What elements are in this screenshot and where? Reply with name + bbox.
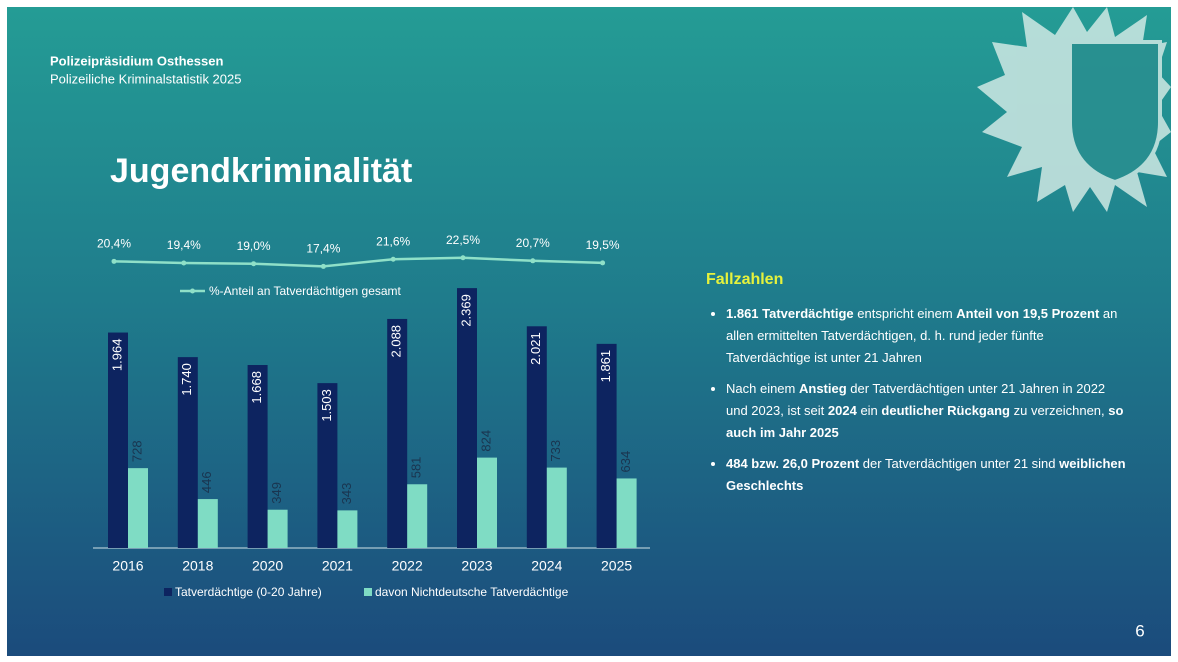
x-tick-label: 2025 <box>601 558 632 574</box>
line-point <box>390 256 396 262</box>
bar-value-label: 733 <box>548 440 563 462</box>
bar <box>108 332 128 548</box>
line-value-label: 17,4% <box>306 242 340 256</box>
bar <box>407 484 428 548</box>
bullet-text: 2024 <box>827 403 857 418</box>
bar <box>596 343 617 548</box>
bar-value-label: 1.861 <box>598 350 613 383</box>
x-tick-label: 2018 <box>182 558 213 574</box>
line <box>113 256 603 268</box>
bar <box>267 509 288 548</box>
bar-value-label: 634 <box>618 451 633 473</box>
bar-value-label: 1.503 <box>319 389 334 422</box>
slide-title: Jugendkriminalität <box>110 152 412 190</box>
facts-heading: Fallzahlen <box>706 271 784 288</box>
x-tick-label: 2022 <box>392 558 423 574</box>
bullet: 1.861 Tatverdächtige entspricht einem An… <box>726 303 1126 369</box>
x-tick-label: 2016 <box>112 558 143 574</box>
bar-value-label: 349 <box>269 482 284 504</box>
bar-value-label: 2.088 <box>389 325 404 358</box>
bar <box>337 510 358 548</box>
bar <box>197 499 218 548</box>
bar-value-label: 1.668 <box>249 371 264 404</box>
legend-swatch <box>164 588 172 596</box>
bullet-text: so auch im Jahr 2025 <box>726 403 1124 440</box>
line-value-label: 21,6% <box>376 234 410 248</box>
line-point <box>111 258 117 264</box>
facts: Fallzahlen 1.861 Tatverdächtige entspric… <box>706 271 1126 506</box>
x-tick-label: 2024 <box>531 558 562 574</box>
bar-value-label: 2.369 <box>458 294 473 327</box>
bullet-text: entspricht einem <box>853 306 957 321</box>
bar-value-label: 1.740 <box>179 363 194 396</box>
legend-label: %-Anteil an Tatverdächtigen gesamt <box>209 284 402 298</box>
line-value-label: 22,5% <box>446 233 480 247</box>
x-tick-label: 2020 <box>252 558 283 574</box>
bar-value-label: 2.021 <box>528 332 543 365</box>
bar-value-label: 728 <box>129 440 144 462</box>
legend-label: davon Nichtdeutsche Tatverdächtige <box>375 585 569 599</box>
bullet-list: 1.861 Tatverdächtige entspricht einem An… <box>706 303 1126 497</box>
bullet-text: ein <box>856 403 882 418</box>
bar-value-label: 1.964 <box>109 339 124 372</box>
subtitle: Polizeiliche Kriminalstatistik 2025 <box>50 71 241 86</box>
legend-swatch <box>364 588 372 596</box>
line-point <box>600 260 606 266</box>
x-tick-label: 2023 <box>461 558 492 574</box>
line-point <box>460 255 466 261</box>
bar <box>477 457 497 548</box>
bar-value-label: 343 <box>339 483 354 505</box>
bar <box>546 467 567 548</box>
bar <box>457 288 477 548</box>
line-point <box>320 263 326 269</box>
bar <box>526 326 547 548</box>
bullet-text: Anteil von 19,5 Prozent <box>956 306 1100 321</box>
bullet-text: Anstieg <box>798 381 847 396</box>
bar-value-label: 581 <box>409 457 424 479</box>
chart: Polizeipräsidium Osthessen Polizeiliche … <box>50 7 1171 640</box>
bar <box>247 365 268 548</box>
bullet-text: an allen ermittelten Tatverdächtigen, d.… <box>726 306 1118 365</box>
bullet-text: 484 bzw. 26,0 Prozent <box>726 456 860 471</box>
bullet-text: zu verzeichnen, <box>1009 403 1109 418</box>
page-number: 6 <box>1135 621 1144 640</box>
line-value-label: 19,5% <box>586 238 620 252</box>
bar <box>387 318 408 548</box>
bar-value-label: 824 <box>478 430 493 452</box>
line-value-label: 20,4% <box>97 236 131 250</box>
line-point <box>251 261 257 267</box>
bullet-text: deutlicher Rückgang <box>881 403 1010 418</box>
legend-label: Tatverdächtige (0-20 Jahre) <box>175 585 322 599</box>
bullet-text: der Tatverdächtigen unter 21 Jahren in 2… <box>726 381 1106 418</box>
line-point <box>530 258 536 264</box>
line-value-label: 19,4% <box>167 238 201 252</box>
bullet-text: 1.861 Tatverdächtige <box>726 306 854 321</box>
bullet-text: Nach einem <box>726 381 799 396</box>
org-name: Polizeipräsidium Osthessen <box>50 53 223 68</box>
line-value-label: 20,7% <box>516 236 550 250</box>
bullet-text: der Tatverdächtigen unter 21 sind <box>859 456 1060 471</box>
slide: Polizeipräsidium Osthessen Polizeiliche … <box>7 7 1171 656</box>
line-point <box>181 260 187 266</box>
bar <box>616 478 637 548</box>
bar-value-label: 446 <box>199 471 214 493</box>
bullet-text: weiblichen Geschlechts <box>726 456 1126 493</box>
bullet: Nach einem Anstieg der Tatverdächtigen u… <box>726 378 1126 444</box>
bar <box>317 383 338 548</box>
line-value-label: 19,0% <box>237 239 271 253</box>
legend-swatch-dot <box>190 288 195 294</box>
bullet: 484 bzw. 26,0 Prozent der Tatverdächtige… <box>726 453 1126 497</box>
crest <box>977 7 1171 212</box>
x-tick-label: 2021 <box>322 558 353 574</box>
bar <box>177 357 198 548</box>
bar <box>128 468 148 548</box>
